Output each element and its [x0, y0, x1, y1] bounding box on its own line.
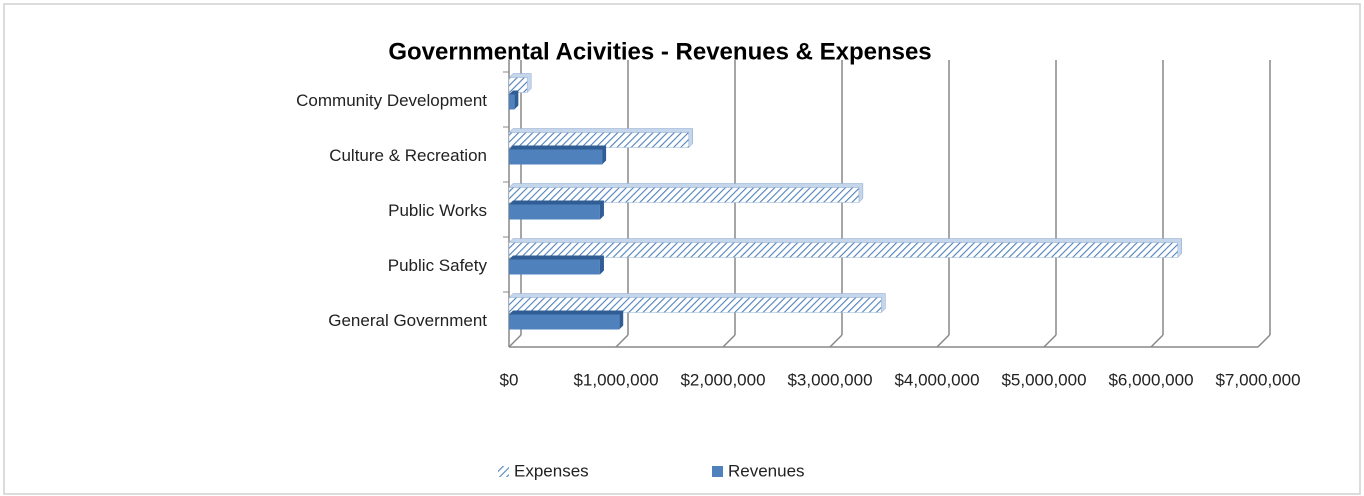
bar-depth	[509, 90, 519, 110]
x-tick-label: $0	[500, 370, 519, 389]
legend-swatch	[712, 466, 723, 477]
bar	[508, 77, 528, 93]
bar	[508, 187, 860, 203]
grid-floor	[936, 334, 950, 348]
y-tick-label: Public Works	[388, 201, 487, 220]
grid-floor	[1043, 334, 1057, 348]
legend-label: Revenues	[728, 461, 805, 480]
grid-floor	[615, 334, 629, 348]
bar-depth	[509, 255, 604, 275]
bar	[508, 132, 690, 148]
chart-title: Governmental Acivities - Revenues & Expe…	[388, 38, 931, 65]
y-tick-label: Community Development	[296, 91, 487, 110]
x-tick-label: $4,000,000	[894, 370, 979, 389]
x-tick-label: $6,000,000	[1108, 370, 1193, 389]
y-tick-label: Public Safety	[388, 256, 488, 275]
grid-floor	[1150, 334, 1164, 348]
legend-label: Expenses	[514, 461, 589, 480]
bar	[509, 259, 600, 275]
bar	[509, 204, 600, 220]
bar	[508, 297, 882, 313]
bar	[508, 242, 1178, 258]
bar-depth	[509, 310, 624, 330]
grid-floor	[722, 334, 736, 348]
x-tick-label: $1,000,000	[573, 370, 658, 389]
x-tick-label: $2,000,000	[680, 370, 765, 389]
x-tick-label: $7,000,000	[1215, 370, 1300, 389]
bar	[509, 314, 620, 330]
grid-floor	[829, 334, 843, 348]
bar	[509, 149, 603, 165]
y-tick-label: Culture & Recreation	[329, 146, 487, 165]
bar-depth	[509, 145, 607, 165]
y-tick-label: General Government	[328, 311, 487, 330]
grid-floor	[1257, 334, 1271, 348]
legend-swatch	[498, 466, 509, 477]
x-tick-label: $3,000,000	[787, 370, 872, 389]
x-tick-label: $5,000,000	[1001, 370, 1086, 389]
grid-floor	[508, 334, 522, 348]
bar	[509, 94, 515, 110]
bar-depth	[509, 200, 604, 220]
